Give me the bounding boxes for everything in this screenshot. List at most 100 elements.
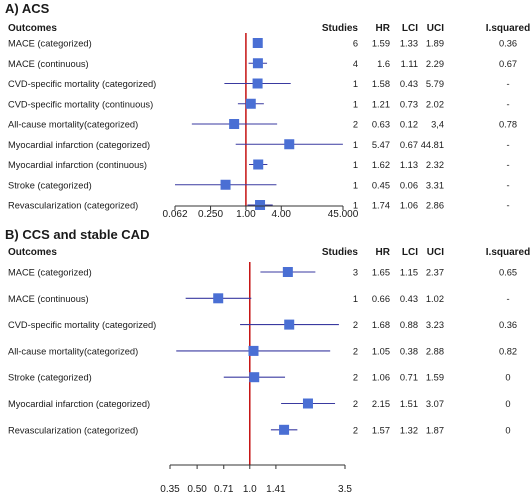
panel-a-isquared-value: - — [506, 99, 509, 109]
panel-a-row-label: CVD-specific mortality (categorized) — [8, 79, 156, 89]
panel-b-uci-value: 2.88 — [426, 346, 444, 356]
panel-a-row-label: CVD-specific mortality (continuous) — [8, 99, 153, 109]
panel-b-isquared-value: 0 — [505, 399, 510, 409]
panel-a-isquared-value: - — [506, 201, 509, 211]
panel-b-hr-marker — [282, 267, 293, 277]
panel-a-hr-marker — [229, 119, 240, 129]
panel-a-lci-value: 1.11 — [401, 59, 418, 69]
panel-b-hr-marker — [279, 424, 290, 435]
panel-a-studies-value: 6 — [353, 39, 358, 49]
panel-b-hr-value: 1.05 — [372, 346, 390, 356]
panel-a-hr-value: 5.47 — [372, 140, 390, 150]
panel-b-uci-value: 1.59 — [426, 373, 444, 383]
panel-a-lci-value: 0.73 — [400, 99, 418, 109]
panel-b-row-label: CVD-specific mortality (categorized) — [8, 320, 156, 330]
panel-a-lci-value: 0.06 — [400, 180, 418, 190]
panel-b-hr-value: 1.57 — [372, 425, 390, 435]
panel-a-header-lci: LCI — [402, 23, 418, 34]
panel-a-uci-value: 1.89 — [426, 39, 444, 49]
panel-a-isquared-value: - — [506, 160, 509, 170]
panel-a-hr-value: 1.59 — [372, 39, 390, 49]
panel-b-x-tick-label: 3.5 — [338, 484, 352, 495]
panel-a-lci-value: 1.13 — [400, 160, 418, 170]
panel-b-hr-marker — [284, 319, 295, 330]
panel-a-row-label: Myocardial infarction (continuous) — [8, 160, 147, 170]
panel-a-hr-marker — [245, 98, 256, 109]
panel-b-studies-value: 2 — [353, 399, 358, 409]
panel-b-lci-value: 1.15 — [400, 268, 418, 278]
panel-b-studies-value: 2 — [353, 373, 358, 383]
panel-a-uci-value: 2.32 — [426, 160, 444, 170]
panel-a-uci-value: 5.79 — [426, 79, 444, 89]
panel-a-row-label: Stroke (categorized) — [8, 180, 92, 190]
panel-a-hr-value: 1.58 — [372, 79, 390, 89]
panel-b-lci-value: 0.38 — [400, 346, 418, 356]
panel-b-lci-value: 0.88 — [400, 320, 418, 330]
panel-a-x-tick-label: 1.00 — [236, 209, 256, 220]
panel-a-row-label: Myocardial infarction (categorized) — [8, 140, 150, 150]
panel-a-lci-value: 0.12 — [400, 120, 418, 130]
panel-b-lci-value: 0.43 — [400, 294, 418, 304]
panel-a-lci-value: 0.43 — [400, 79, 418, 89]
panel-a-hr-marker — [284, 139, 295, 150]
panel-b-hr-value: 1.65 — [372, 268, 390, 278]
panel-a-uci-value: 2.29 — [426, 59, 444, 69]
panel-a-hr-marker — [252, 58, 263, 69]
panel-a-lci-value: 1.33 — [400, 39, 418, 49]
panel-a-row-label: MACE (continuous) — [8, 59, 89, 69]
panel-a-studies-value: 2 — [353, 120, 358, 130]
panel-a-studies-value: 1 — [353, 201, 358, 211]
panel-b-title: B) CCS and stable CAD — [5, 227, 149, 242]
panel-a-uci-value: 3.31 — [426, 180, 444, 190]
panel-b-lci-value: 1.51 — [400, 399, 418, 409]
panel-b-uci-value: 1.87 — [426, 425, 444, 435]
panel-b-x-tick-label: 0.50 — [187, 484, 207, 495]
panel-a-hr-value: 1.6 — [377, 59, 390, 69]
panel-a-row-label: Revascularization (categorized) — [8, 201, 138, 211]
panel-b-uci-value: 2.37 — [426, 268, 444, 278]
panel-b-studies-value: 2 — [353, 320, 358, 330]
panel-b-header-uci: UCI — [427, 247, 444, 258]
panel-b-header-outcomes: Outcomes — [8, 247, 57, 258]
panel-a-isquared-value: - — [506, 180, 509, 190]
panel-b-row-label: All-cause mortality(categorized) — [8, 346, 138, 356]
panel-a-studies-value: 1 — [353, 79, 358, 89]
panel-b-hr-marker — [248, 345, 259, 356]
panel-b-hr-marker — [302, 398, 313, 409]
panel-b-header-studies: Studies — [322, 247, 359, 258]
panel-a-studies-value: 4 — [353, 59, 358, 69]
panel-b-studies-value: 2 — [353, 425, 358, 435]
panel-a-hr-value: 1.21 — [372, 99, 390, 109]
panel-a-isquared-value: - — [506, 79, 509, 89]
panel-b-hr-marker — [249, 372, 260, 383]
panel-b-row-label: Myocardial infarction (categorized) — [8, 399, 150, 409]
panel-b-lci-value: 1.32 — [400, 425, 418, 435]
panel-b-x-tick-label: 0.71 — [214, 484, 234, 495]
panel-b-uci-value: 1.02 — [426, 294, 444, 304]
panel-b-lci-value: 0.71 — [400, 373, 418, 383]
panel-a-hr-marker — [220, 179, 231, 190]
panel-b-isquared-value: 0 — [505, 425, 510, 435]
panel-b-header-isquared: I.squared — [486, 247, 530, 258]
panel-a-studies-value: 1 — [353, 140, 358, 150]
panel-b-studies-value: 3 — [353, 268, 358, 278]
panel-b-studies-value: 1 — [353, 294, 358, 304]
panel-a-studies-value: 1 — [353, 180, 358, 190]
panel-a-hr-value: 1.62 — [372, 160, 390, 170]
panel-a-hr-marker — [252, 38, 263, 48]
panel-b-isquared-value: - — [506, 294, 509, 304]
panel-b-hr-marker — [213, 293, 224, 304]
panel-a-hr-marker — [253, 159, 264, 170]
panel-a-uci-value: 2.02 — [426, 99, 444, 109]
panel-a-uci-value: 2.86 — [426, 201, 444, 211]
panel-a-lci-value: 1.06 — [400, 201, 418, 211]
panel-a-title: A) ACS — [5, 1, 50, 16]
panel-b-row-label: MACE (categorized) — [8, 268, 92, 278]
panel-a-x-tick-label: 0.250 — [198, 209, 223, 220]
panel-b-uci-value: 3.23 — [426, 320, 444, 330]
panel-a-x-tick-label: 0.062 — [162, 209, 187, 220]
panel-a-hr-marker — [255, 200, 266, 210]
panel-a-x-tick-label: 4.00 — [272, 209, 292, 220]
panel-a-row-label: MACE (categorized) — [8, 39, 92, 49]
panel-b-isquared-value: 0 — [505, 373, 510, 383]
